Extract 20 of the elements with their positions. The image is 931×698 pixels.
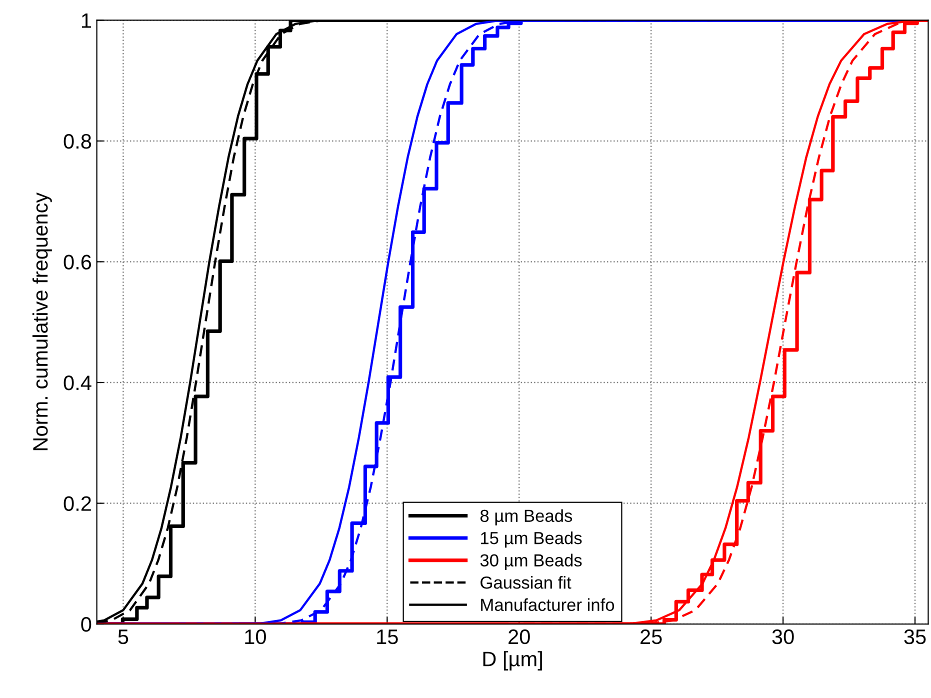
x-tick-label: 35: [904, 629, 926, 644]
y-tick-label: 1: [82, 13, 91, 28]
legend-label: 15 µm Beads: [481, 532, 582, 548]
legend-label: 30 µm Beads: [480, 554, 582, 570]
legend-label: Gaussian fit: [480, 576, 572, 589]
x-axis-title: D [µm]: [483, 651, 542, 670]
x-tick-label: 30: [772, 629, 794, 644]
x-tick-label: 10: [245, 629, 266, 644]
legend-label: 8 µm Beads: [480, 509, 572, 526]
y-tick-label: 0.8: [64, 134, 92, 149]
x-tick-label: 15: [377, 630, 398, 644]
y-tick-label: 0.2: [64, 496, 91, 512]
y-tick-label: 0.4: [64, 376, 92, 390]
x-tick-label: 25: [640, 629, 662, 644]
x-tick-label: 20: [508, 629, 530, 644]
y-tick-label: 0: [81, 617, 92, 632]
y-tick-label: 0.6: [64, 254, 92, 270]
x-tick-label: 5: [118, 630, 128, 644]
y-axis-title: Norm. cumulative frequency: [32, 192, 52, 450]
legend-label: Manufacturer info: [481, 598, 614, 612]
